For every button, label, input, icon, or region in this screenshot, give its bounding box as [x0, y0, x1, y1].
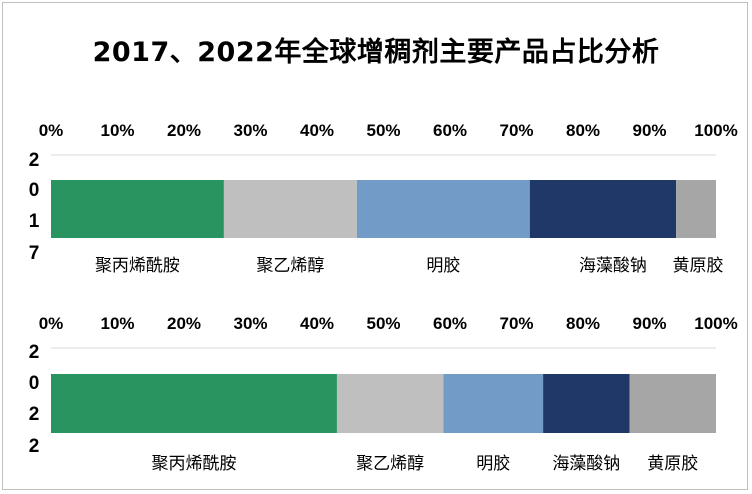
chart1-x-tick-label: 70%: [499, 121, 533, 140]
chart1-x-tick-label: 100%: [694, 121, 737, 140]
chart-title: 2017、2022年全球增稠剂主要产品占比分析: [92, 37, 660, 68]
chart1-x-tick-label: 80%: [566, 121, 600, 140]
chart2-segment-label: 海藻酸钠: [552, 454, 620, 474]
chart1-bar-segment: [223, 180, 357, 238]
chart1-x-tick-label: 60%: [433, 121, 467, 140]
chart1-x-tick-label: 90%: [632, 121, 666, 140]
chart2-x-tick-label: 30%: [233, 314, 267, 333]
chart1-bar-segment: [529, 180, 677, 238]
chart2-category-label-char: 2: [29, 404, 40, 425]
chart2-segment-label: 明胶: [476, 454, 510, 474]
chart2-bar-segment: [543, 374, 630, 433]
chart1-x-tick-label: 40%: [300, 121, 334, 140]
chart2-x-tick-label: 0%: [39, 314, 64, 333]
chart1-segment-label: 聚乙烯醇: [256, 256, 324, 276]
chart2-x-tick-label: 40%: [300, 314, 334, 333]
chart1-x-tick-label: 10%: [100, 121, 134, 140]
chart2-x-tick-label: 50%: [366, 314, 400, 333]
chart2-segment-label: 黄原胶: [647, 454, 698, 474]
chart2-bar-segment: [629, 374, 716, 433]
chart1-segment-label: 明胶: [426, 256, 460, 276]
chart2-x-tick-label: 10%: [100, 314, 134, 333]
chart2-bar-segment: [51, 374, 337, 433]
chart1-category-label-char: 7: [29, 243, 40, 264]
chart2-segment-label: 聚丙烯酰胺: [151, 454, 236, 474]
chart1-x-tick-label: 50%: [366, 121, 400, 140]
chart2-x-tick-label: 70%: [499, 314, 533, 333]
chart2-x-tick-label: 20%: [167, 314, 201, 333]
chart1-segment-label: 黄原胶: [673, 256, 724, 276]
chart1-category-label-char: 1: [29, 211, 40, 232]
chart2-category-label-char: 2: [29, 342, 40, 363]
chart1-bar-segment: [676, 180, 716, 238]
chart2-category-label-char: 2: [29, 436, 40, 457]
chart2-category-label-char: 0: [29, 373, 40, 394]
chart2-segment-label: 聚乙烯醇: [356, 454, 424, 474]
chart1-category-label-char: 2: [29, 150, 40, 171]
chart1-bar-segment: [356, 180, 530, 238]
chart2-bar-segment: [336, 374, 444, 433]
chart1-x-tick-label: 30%: [233, 121, 267, 140]
chart1-segment-label: 海藻酸钠: [579, 256, 647, 276]
chart1-category-label-char: 0: [29, 180, 40, 201]
chart1-x-tick-label: 20%: [167, 121, 201, 140]
chart2-x-tick-label: 80%: [566, 314, 600, 333]
chart1-segment-label: 聚丙烯酰胺: [95, 256, 180, 276]
chart2-x-tick-label: 90%: [632, 314, 666, 333]
chart2-bar-segment: [443, 374, 544, 433]
chart2-x-tick-label: 100%: [694, 314, 737, 333]
chart2-x-tick-label: 60%: [433, 314, 467, 333]
chart1-bar-segment: [51, 180, 224, 238]
chart1-x-tick-label: 0%: [39, 121, 64, 140]
